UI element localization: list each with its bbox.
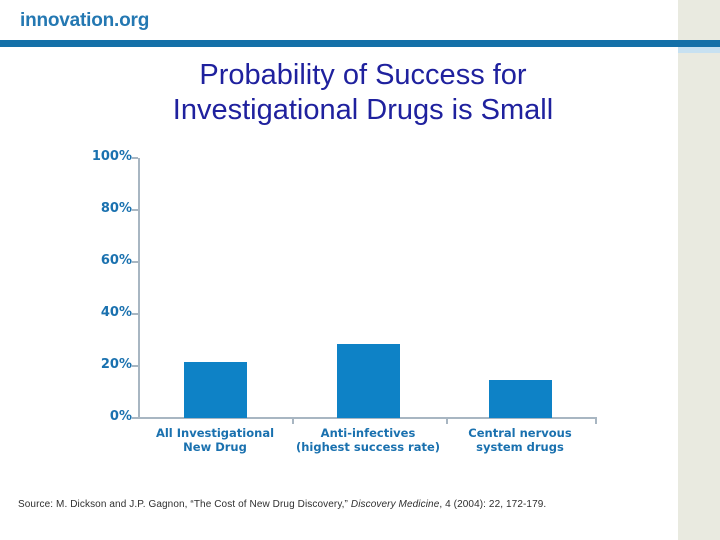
y-axis-tick-label: 0% — [109, 409, 132, 424]
category-label: Anti-infectives (highest success rate) — [278, 426, 458, 454]
right-edge-strip — [678, 0, 720, 540]
source-prefix: Source: M. Dickson and J.P. Gagnon, “The… — [18, 499, 351, 510]
y-axis-tick — [132, 261, 138, 263]
category-label: Central nervous system drugs — [430, 426, 610, 454]
category-label-line: (highest success rate) — [295, 440, 441, 454]
x-axis-tick — [595, 418, 597, 424]
x-axis-tick — [292, 418, 294, 424]
y-axis-tick-label: 80% — [100, 201, 132, 216]
category-label-line: New Drug — [183, 440, 247, 454]
category-label-line: All Investigational — [155, 426, 275, 440]
header-divider-bar — [0, 40, 720, 47]
slide-title: Probability of Success for Investigation… — [0, 58, 720, 128]
category-label: All Investigational New Drug — [125, 426, 305, 454]
logo: innovation.org — [20, 10, 150, 31]
y-axis-tick — [132, 157, 138, 159]
source-journal: Discovery Medicine — [350, 499, 440, 510]
x-axis-line — [138, 417, 597, 419]
y-axis-line — [138, 158, 140, 418]
slide-title-line2: Investigational Drugs is Small — [172, 94, 554, 126]
slide-title-line1: Probability of Success for — [199, 59, 527, 91]
bar — [488, 380, 552, 418]
y-axis-tick-label: 20% — [100, 357, 132, 372]
x-axis-tick — [446, 418, 448, 424]
strip-accent-band — [678, 47, 720, 53]
y-axis-tick-label: 100% — [91, 149, 132, 164]
y-axis-tick — [132, 417, 138, 419]
y-axis-tick — [132, 365, 138, 367]
category-label-line: Anti-infectives — [320, 426, 416, 440]
source-suffix: , 4 (2004): 22, 172-179. — [439, 499, 547, 510]
source-citation: Source: M. Dickson and J.P. Gagnon, “The… — [18, 499, 546, 510]
y-axis-tick — [132, 209, 138, 211]
y-axis-tick-label: 60% — [100, 253, 132, 268]
category-label-line: Central nervous — [468, 426, 572, 440]
y-axis-tick — [132, 313, 138, 315]
bar — [336, 343, 400, 418]
y-axis-tick-label: 40% — [100, 305, 132, 320]
bar — [183, 362, 247, 418]
category-label-line: system drugs — [476, 440, 564, 454]
